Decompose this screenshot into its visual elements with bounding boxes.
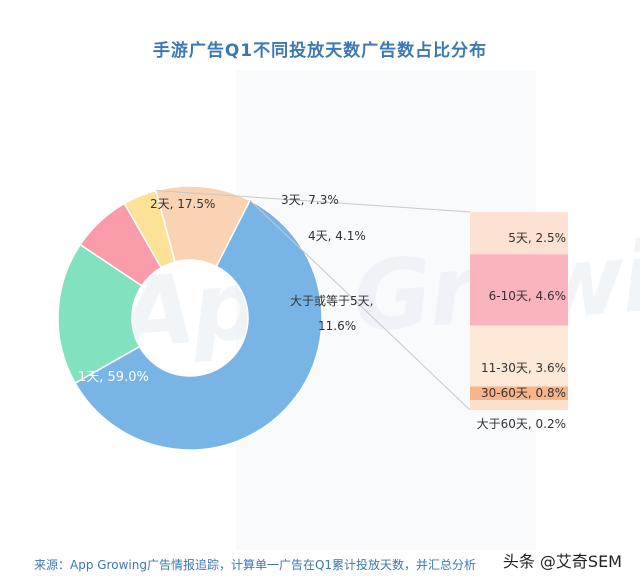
slice-label-3: 4天, 4.1%	[308, 229, 366, 243]
breakdown-segment-0	[470, 212, 568, 255]
credit-watermark: 头条 @艾奇SEM	[502, 552, 622, 571]
breakdown-segment-1	[470, 254, 568, 326]
slice-label-4: 大于或等于5天,	[290, 294, 373, 308]
breakdown-label-2: 11-30天, 3.6%	[481, 361, 566, 375]
breakdown-label-3: 30-60天, 0.8%	[481, 386, 566, 400]
pie-slice-0	[74, 199, 323, 451]
breakdown-segment-4	[470, 400, 568, 410]
breakdown-label-0: 5天, 2.5%	[508, 231, 566, 245]
slice-label-0: 1天, 59.0%	[78, 370, 149, 385]
slice-label-1: 2天, 17.5%	[150, 197, 215, 211]
breakdown-segment-2	[470, 325, 568, 387]
pie-slice-1	[57, 243, 143, 385]
connector-line-bottom	[249, 200, 471, 411]
slice-label-2: 3天, 7.3%	[281, 193, 339, 207]
slice-label-4-line2: 11.6%	[318, 319, 356, 333]
breakdown-segment-3	[470, 386, 568, 400]
connector-line-top	[155, 189, 471, 213]
pie-slice-4	[154, 185, 251, 268]
breakdown-label-4: 大于60天, 0.2%	[477, 417, 566, 431]
breakdown-label-1: 6-10天, 4.6%	[489, 289, 566, 303]
chart-title: 手游广告Q1不同投放天数广告数占比分布	[152, 41, 488, 61]
source-note: 来源：App Growing广告情报追踪，计算单一广告在Q1累计投放天数，并汇总…	[34, 558, 477, 572]
